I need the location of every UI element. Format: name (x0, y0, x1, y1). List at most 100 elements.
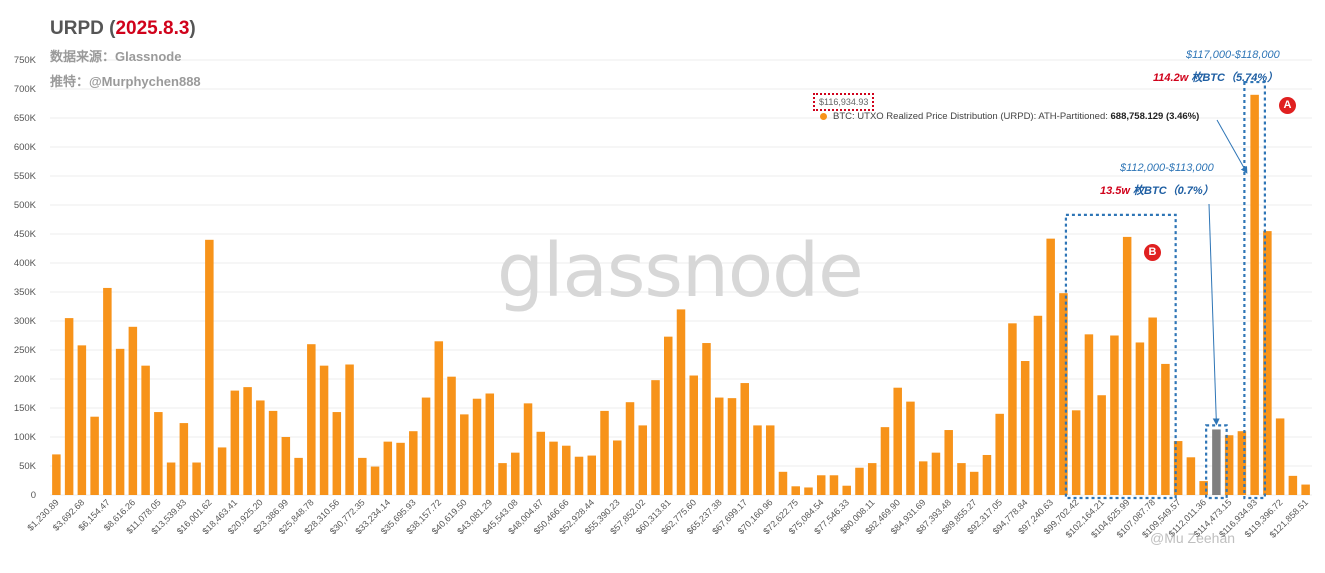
y-tick-label: 700K (14, 84, 37, 95)
bar (1148, 317, 1157, 495)
bar (1288, 475, 1298, 495)
bar (523, 403, 533, 495)
bar (64, 318, 74, 495)
arrow-c (1208, 203, 1220, 426)
bar (115, 348, 125, 495)
bar (867, 463, 877, 495)
title-close-paren: ) (189, 18, 196, 39)
title-label: URPD (50, 18, 104, 39)
bar (370, 466, 380, 495)
bar (1275, 418, 1285, 495)
bar (243, 387, 252, 495)
bar (562, 445, 571, 495)
bar (1046, 238, 1055, 495)
box-b (1064, 213, 1177, 500)
annotation-c-amount-w: 13.5w (1100, 185, 1130, 197)
bar (829, 475, 839, 495)
annotation-a-range: $117,000-$118,000 (1186, 49, 1280, 61)
bar (1199, 481, 1208, 495)
bar (587, 455, 597, 495)
bar (1059, 293, 1068, 495)
bar (600, 410, 609, 495)
annotation-c-range: $112,000-$113,000 (1120, 162, 1214, 174)
bar (740, 383, 749, 495)
bar (154, 412, 163, 495)
bar (982, 454, 992, 495)
highlight-boxes (1064, 80, 1266, 500)
bar (472, 398, 482, 495)
box-c (1205, 424, 1228, 500)
y-tick-label: 100K (14, 432, 37, 443)
bar (1301, 484, 1310, 495)
bar (179, 423, 189, 495)
bar (625, 402, 635, 495)
bar (1097, 395, 1106, 495)
bar (460, 414, 469, 495)
bar (855, 467, 864, 495)
bar (676, 309, 686, 495)
bar (893, 387, 902, 495)
bar (765, 425, 775, 495)
bar (447, 376, 456, 495)
bar (1224, 435, 1234, 495)
bar (664, 336, 673, 495)
y-axis-ticks: 0 50K 100K 150K 200K 250K 300K 350K 400K 450K 500K… (14, 55, 37, 501)
bar (1173, 441, 1183, 495)
footer-watermark: @Mu Zeehan (1150, 530, 1236, 546)
bar (574, 456, 584, 495)
bar (1135, 342, 1145, 495)
bar (256, 400, 265, 495)
bar (969, 471, 979, 495)
bar (103, 287, 112, 495)
legend-value: 688,758.129 (3.46%) (1110, 111, 1200, 122)
chart-header: URPD (2025.8.3) 数据来源：Glassnode 推特：@Murph… (50, 18, 201, 90)
bar (957, 463, 966, 495)
bar (434, 341, 444, 495)
bar (281, 437, 291, 495)
bar (753, 425, 762, 495)
x-axis-ticks: $1,230.89$3,692.68$6,154.47$8,616.26$11,… (25, 497, 1310, 539)
bar (944, 430, 953, 495)
bar (778, 471, 788, 495)
y-tick-label: 600K (14, 142, 37, 153)
annotation-c-amount: 13.5w 枚BTC（0.7%） (1100, 182, 1214, 198)
highlight-bar (1212, 429, 1221, 495)
bar (1033, 315, 1043, 495)
bar (804, 487, 813, 495)
badge-b: B (1144, 244, 1161, 261)
box-a (1243, 80, 1266, 500)
annotation-a-amount-w: 114.2w (1153, 72, 1189, 84)
y-tick-label: 0 (31, 490, 36, 501)
bar (498, 463, 507, 495)
bars (52, 94, 1310, 496)
y-tick-label: 500K (14, 200, 37, 211)
bar (485, 393, 495, 495)
bar (816, 475, 826, 495)
bar (268, 410, 278, 495)
y-tick-label: 550K (14, 171, 37, 182)
y-tick-label: 650K (14, 113, 37, 124)
bar (549, 441, 558, 495)
bar (1110, 335, 1119, 495)
bar (727, 398, 737, 495)
bar (613, 440, 622, 495)
bar (536, 431, 546, 495)
y-tick-label: 50K (19, 461, 37, 472)
annotation-a-amount: 114.2w 枚BTC（5.74%） (1153, 69, 1278, 85)
source-line: 数据来源：Glassnode (50, 49, 182, 64)
bar (880, 427, 890, 495)
y-tick-label: 300K (14, 316, 37, 327)
bar (141, 365, 150, 495)
bar (383, 441, 393, 495)
bar (358, 457, 367, 495)
bar (1237, 431, 1247, 495)
bar (842, 485, 851, 495)
y-tick-label: 750K (14, 55, 37, 66)
arrow-a (1216, 119, 1248, 174)
y-tick-label: 400K (14, 258, 37, 269)
title-open-paren: ( (109, 18, 116, 39)
bar (230, 390, 240, 495)
bar (1071, 410, 1081, 495)
bar (421, 397, 431, 495)
